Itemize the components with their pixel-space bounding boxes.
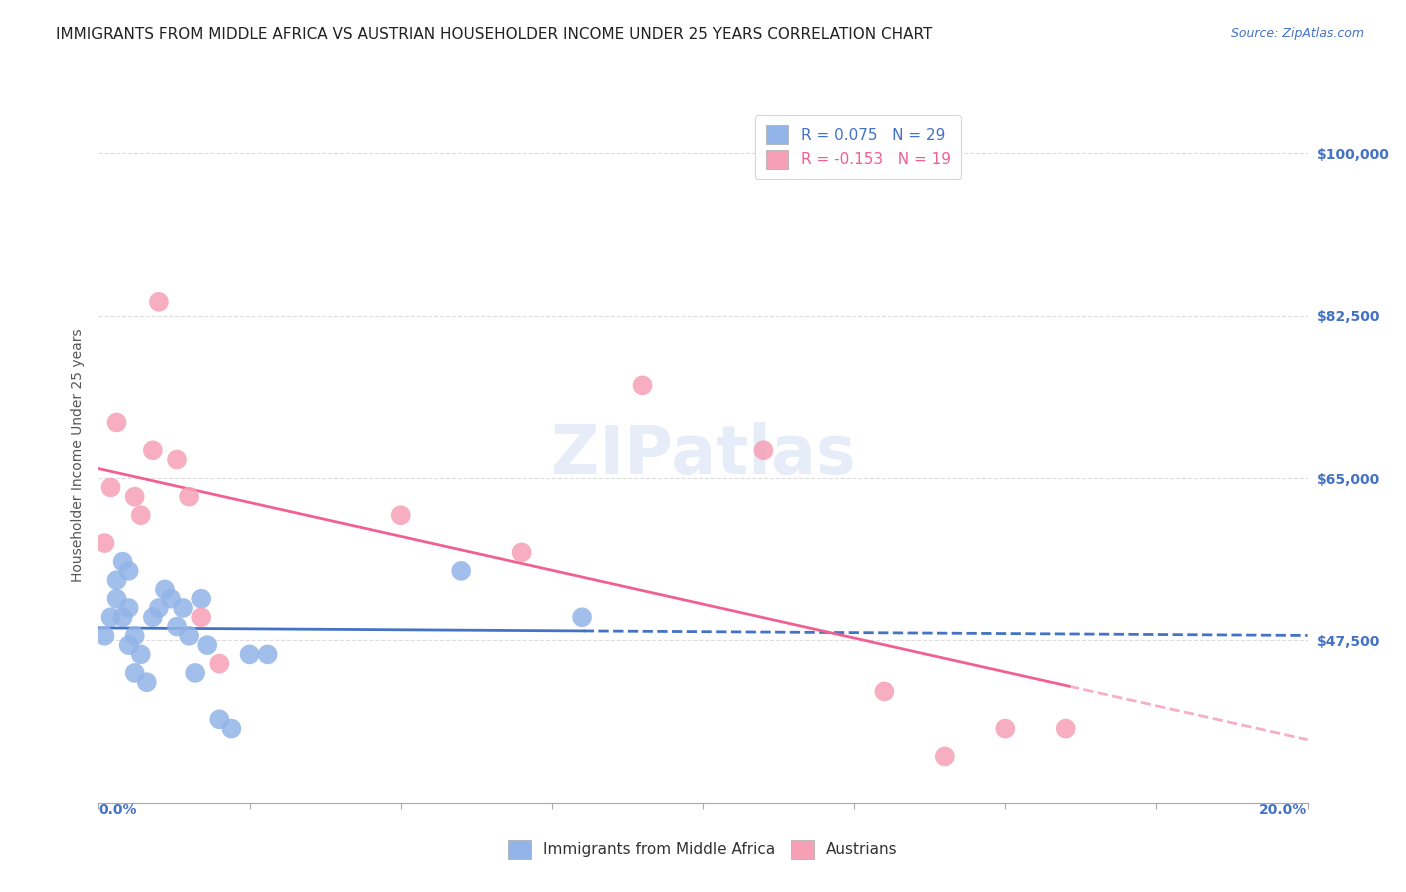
Point [100, 480, 122, 494]
Point [166, 452, 188, 467]
Point [208, 657, 231, 671]
Point [100, 610, 122, 624]
Text: 20.0%: 20.0% [1260, 803, 1308, 817]
Point [105, 573, 128, 587]
Point [934, 749, 956, 764]
Point [129, 648, 152, 662]
Point [105, 416, 128, 430]
Point [148, 294, 170, 309]
Legend: Immigrants from Middle Africa, Austrians: Immigrants from Middle Africa, Austrians [502, 834, 904, 864]
Point [160, 591, 183, 606]
Text: IMMIGRANTS FROM MIDDLE AFRICA VS AUSTRIAN HOUSEHOLDER INCOME UNDER 25 YEARS CORR: IMMIGRANTS FROM MIDDLE AFRICA VS AUSTRIA… [56, 27, 932, 42]
Point [111, 555, 134, 569]
Point [571, 610, 593, 624]
Point [166, 619, 188, 633]
Point [148, 601, 170, 615]
Point [118, 601, 141, 615]
Point [195, 638, 218, 652]
Text: ZIPatlas: ZIPatlas [551, 422, 855, 488]
Point [177, 490, 201, 504]
Point [135, 675, 157, 690]
Point [153, 582, 176, 597]
Point [190, 591, 212, 606]
Point [124, 665, 146, 680]
Point [184, 665, 207, 680]
Text: Source: ZipAtlas.com: Source: ZipAtlas.com [1230, 27, 1364, 40]
Point [873, 684, 896, 698]
Point [239, 648, 262, 662]
Point [124, 629, 146, 643]
Point [172, 601, 194, 615]
Point [994, 722, 1017, 736]
Point [631, 378, 654, 392]
Point [124, 490, 146, 504]
Point [256, 648, 278, 662]
Point [118, 564, 141, 578]
Point [389, 508, 412, 523]
Point [142, 610, 165, 624]
Point [93, 536, 115, 550]
Point [450, 564, 472, 578]
Y-axis label: Householder Income Under 25 years: Householder Income Under 25 years [70, 328, 84, 582]
Point [190, 610, 212, 624]
Point [111, 610, 134, 624]
Point [142, 443, 165, 458]
Point [118, 638, 141, 652]
Point [208, 712, 231, 726]
Point [93, 629, 115, 643]
Point [1054, 722, 1077, 736]
Point [752, 443, 775, 458]
Point [177, 629, 201, 643]
Point [129, 508, 152, 523]
Text: 0.0%: 0.0% [98, 803, 136, 817]
Point [510, 545, 533, 559]
Point [105, 591, 128, 606]
Point [221, 722, 243, 736]
